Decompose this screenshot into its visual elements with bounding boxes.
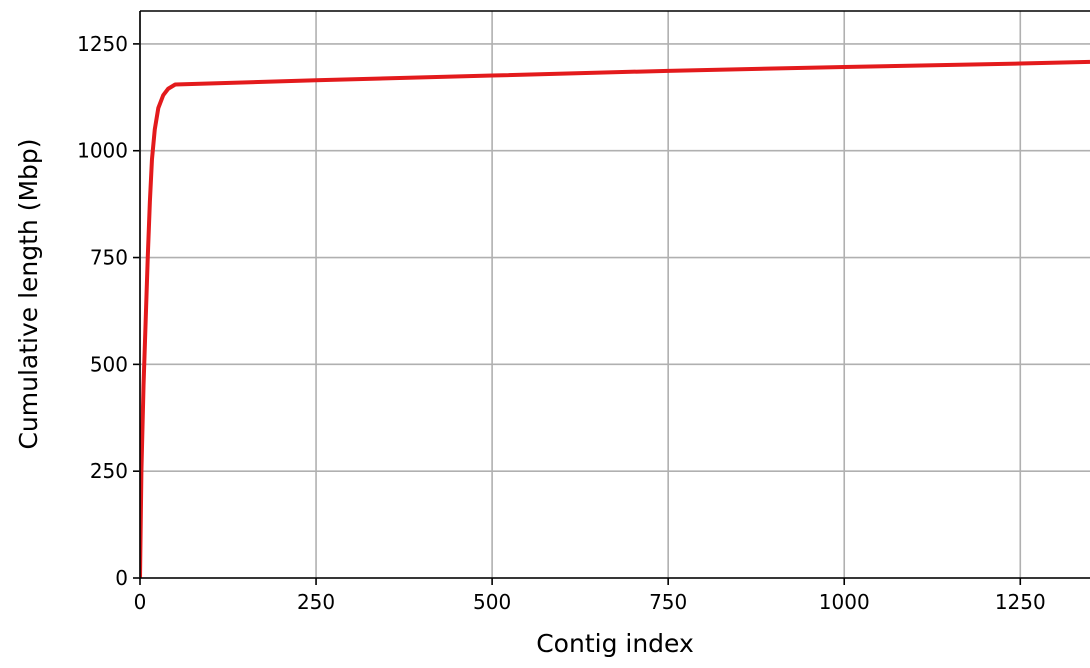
- y-tick-label: 750: [90, 246, 128, 270]
- y-axis-label: Cumulative length (Mbp): [14, 138, 43, 449]
- x-tick-label: 500: [473, 590, 511, 614]
- y-tick-label: 0: [115, 566, 128, 590]
- x-tick-label: 1250: [995, 590, 1046, 614]
- y-tick-label: 1250: [77, 32, 128, 56]
- data-line: [140, 59, 1090, 578]
- x-tick-label: 1000: [819, 590, 870, 614]
- y-tick-label: 250: [90, 459, 128, 483]
- x-tick-label: 0: [134, 590, 147, 614]
- y-tick-label: 1000: [77, 139, 128, 163]
- x-tick-label: 250: [297, 590, 335, 614]
- x-tick-label: 750: [649, 590, 687, 614]
- x-axis-label: Contig index: [536, 629, 694, 658]
- y-tick-label: 500: [90, 352, 128, 376]
